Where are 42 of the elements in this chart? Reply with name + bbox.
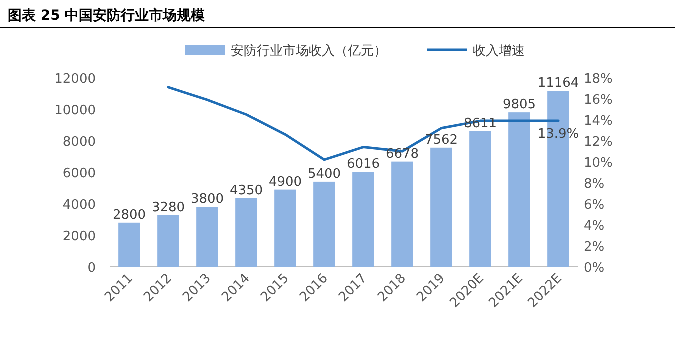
y2-tick-label: 14% (584, 114, 613, 129)
bar (196, 207, 218, 267)
y-tick-label: 0 (88, 261, 96, 276)
y-tick-label: 2000 (62, 230, 96, 244)
data-label: 6016 (346, 157, 380, 172)
data-label: 9805 (502, 98, 536, 113)
y2-tick-label: 8% (584, 177, 605, 192)
y2-tick-label: 4% (584, 219, 605, 234)
chart-title: 图表 25 中国安防行业市场规模 (8, 7, 206, 24)
data-label: 6678 (386, 146, 420, 162)
y-tick-label: 8000 (62, 135, 96, 150)
y-tick-label: 4000 (62, 198, 96, 213)
y2-tick-label: 18% (584, 72, 613, 87)
data-label: 3280 (152, 200, 186, 216)
y-tick-label: 12000 (54, 72, 96, 87)
bar (470, 131, 492, 267)
data-label: 4900 (268, 174, 302, 190)
data-label: 4350 (230, 183, 264, 198)
data-label: 5400 (308, 166, 342, 182)
y2-tick-label: 6% (584, 198, 605, 213)
y-tick-label: 6000 (62, 166, 96, 182)
bar (274, 190, 296, 267)
y2-tick-label: 16% (584, 93, 613, 108)
y2-tick-label: 10% (584, 156, 613, 171)
bar (158, 215, 180, 267)
bar (392, 162, 414, 267)
legend-label: 收入增速 (473, 44, 525, 59)
bar (314, 182, 336, 267)
bar (430, 148, 452, 267)
bar (118, 222, 140, 267)
y2-tick-label: 12% (584, 135, 613, 150)
y-tick-label: 10000 (54, 104, 96, 118)
data-label: 3800 (190, 192, 224, 208)
y2-tick-label: 2% (584, 240, 605, 255)
bar (236, 198, 258, 267)
legend-label: 安防行业市场收入（亿元） (231, 43, 387, 59)
data-label: 11164 (538, 76, 580, 92)
bar (508, 112, 530, 267)
data-label: 7562 (424, 132, 458, 148)
bar (352, 172, 374, 267)
y2-tick-label: 0% (584, 261, 605, 276)
data-label: 2800 (112, 208, 146, 223)
